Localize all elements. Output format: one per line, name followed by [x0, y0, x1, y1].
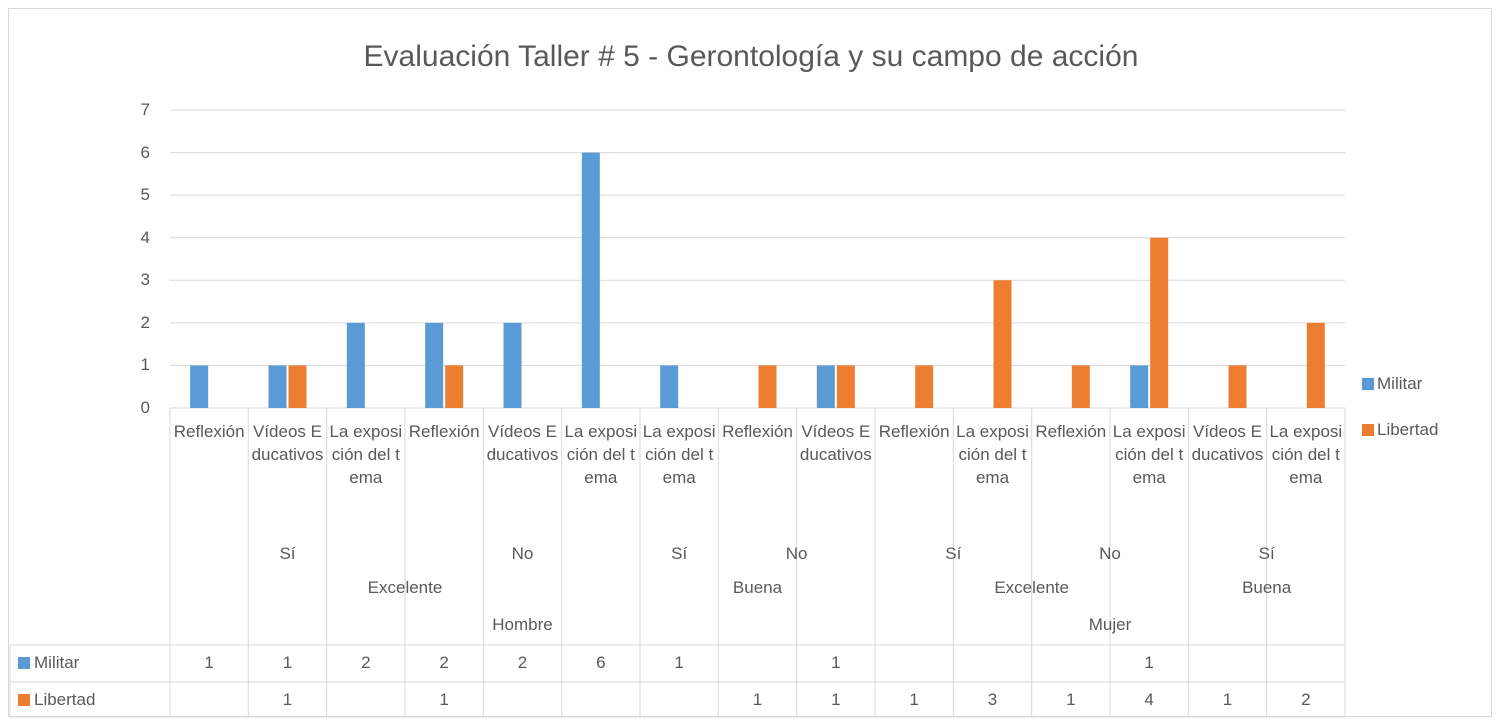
category-label: La exposición del tema [564, 422, 638, 487]
table-value: 1 [1144, 653, 1154, 672]
category-label: Vídeos Educativos [486, 422, 559, 464]
legend-label: Militar [1377, 374, 1423, 393]
table-value: 1 [752, 690, 763, 709]
answer-label: No [1099, 544, 1121, 563]
rating-label: Excelente [994, 577, 1069, 597]
bar [1130, 365, 1149, 408]
legend-key [1362, 424, 1374, 436]
table-value: 3 [987, 690, 998, 709]
bar [268, 365, 287, 408]
bar [836, 365, 855, 408]
table-legend-key [18, 657, 30, 669]
bar [190, 365, 209, 408]
category-label: Reflexión [173, 422, 245, 441]
category-label: Vídeos Educativos [251, 422, 324, 464]
group-label: Mujer [1088, 615, 1132, 634]
category-label: Reflexión [408, 422, 480, 441]
bar [1150, 237, 1169, 408]
chart-title: Evaluación Taller # 5 - Gerontología y s… [363, 40, 1139, 73]
table-value: 1 [1222, 690, 1233, 709]
group-label: Hombre [492, 615, 553, 634]
answer-label: Sí [1258, 544, 1275, 563]
table-value: 1 [909, 690, 919, 709]
table-value: 1 [1066, 690, 1076, 709]
y-tick-label: 0 [140, 398, 150, 417]
answer-label: No [785, 544, 808, 563]
answer-label: Sí [671, 544, 688, 563]
table-value: 2 [1301, 690, 1311, 709]
bar [915, 365, 934, 408]
table-value: 1 [439, 690, 449, 709]
category-label: La exposición del tema [1112, 422, 1186, 487]
table-value: 1 [831, 690, 841, 709]
category-label: Vídeos Educativos [1191, 422, 1264, 464]
table-value: 1 [831, 653, 841, 672]
y-tick-label: 7 [140, 100, 150, 119]
y-tick-label: 5 [140, 185, 150, 205]
table-value: 1 [204, 653, 214, 672]
bar [1071, 365, 1090, 408]
category-label: Reflexión [878, 422, 950, 441]
answer-label: Sí [945, 544, 962, 563]
answer-label: No [511, 544, 534, 563]
bar [581, 152, 600, 408]
table-value: 2 [361, 653, 371, 672]
bar [346, 322, 365, 408]
legend-label: Libertad [1377, 420, 1439, 439]
category-label: La exposición del tema [642, 422, 716, 487]
answer-label: Sí [279, 544, 296, 563]
y-tick-label: 1 [140, 355, 150, 375]
table-value: 1 [282, 690, 293, 709]
category-label: Reflexión [1035, 422, 1107, 441]
legend-key [1362, 378, 1374, 390]
bar [660, 365, 679, 408]
table-value: 2 [439, 653, 449, 672]
table-value: 4 [1144, 690, 1154, 709]
bar [445, 365, 464, 408]
rating-label: Buena [732, 577, 783, 597]
table-value: 2 [517, 653, 528, 672]
bar [758, 365, 777, 408]
category-label: Vídeos Educativos [799, 422, 872, 464]
bar [993, 280, 1012, 408]
bar [288, 365, 307, 408]
rating-label: Excelente [367, 577, 443, 597]
table-legend-key [18, 694, 30, 706]
bar [503, 322, 522, 408]
table-value: 6 [596, 653, 606, 672]
category-label: La exposición del tema [1269, 422, 1343, 487]
category-label: Reflexión [722, 422, 793, 441]
bar [1228, 365, 1247, 408]
y-tick-label: 4 [140, 227, 150, 247]
table-value: 1 [674, 653, 684, 672]
table-series-name: Militar [34, 653, 80, 672]
y-tick-label: 6 [140, 142, 150, 162]
y-tick-label: 3 [140, 270, 150, 290]
bar [816, 365, 835, 408]
table-value: 1 [282, 653, 293, 672]
rating-label: Buena [1242, 577, 1292, 597]
table-series-name: Libertad [34, 690, 96, 709]
category-label: La exposición del tema [956, 422, 1029, 487]
bar [425, 322, 444, 408]
bar [1306, 322, 1325, 408]
category-label: La exposición del tema [329, 422, 403, 487]
y-tick-label: 2 [140, 312, 150, 332]
